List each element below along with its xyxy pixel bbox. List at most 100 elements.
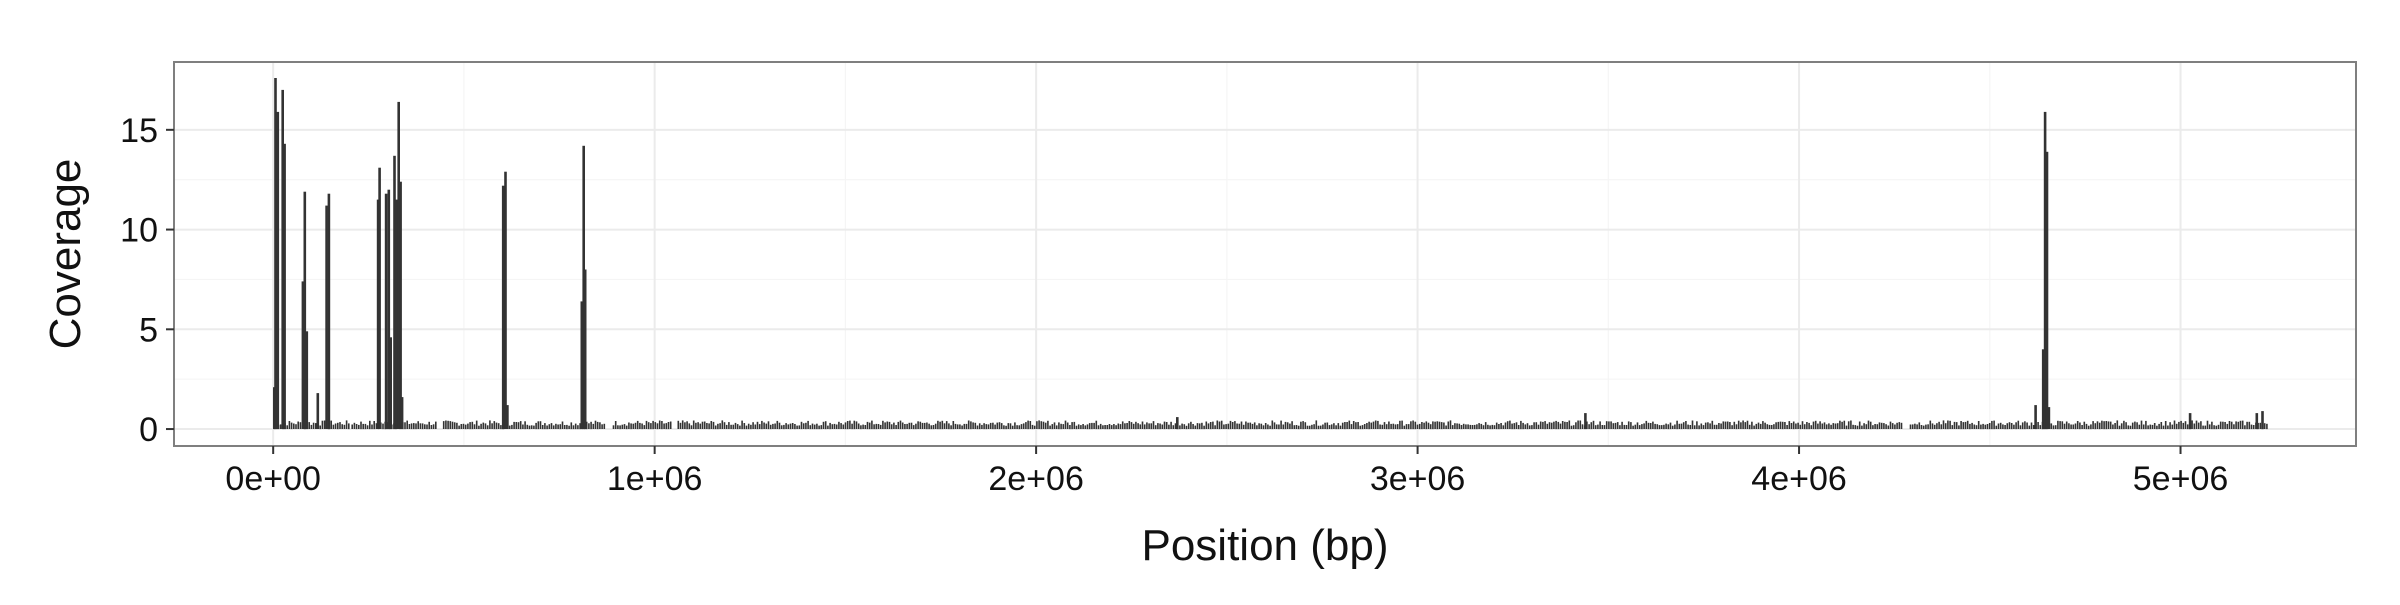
baseline-bar [1984, 424, 1987, 429]
baseline-bar [484, 423, 487, 430]
baseline-bar [712, 421, 715, 430]
coverage-peak-bar [384, 193, 388, 430]
baseline-bar [1044, 422, 1047, 430]
baseline-bar [1715, 424, 1718, 430]
baseline-bar [345, 420, 348, 429]
baseline-bar [408, 424, 411, 429]
baseline-bar [2017, 420, 2020, 429]
baseline-bar [950, 425, 952, 430]
baseline-bar [1597, 424, 1599, 429]
baseline-bar [846, 421, 849, 430]
baseline-bar [585, 421, 588, 430]
baseline-bar [1293, 425, 1296, 429]
baseline-bar [1962, 422, 1965, 430]
baseline-bar [2114, 423, 2116, 429]
baseline-bar [1969, 423, 1971, 430]
baseline-bar [1372, 421, 1375, 429]
baseline-bar [1588, 424, 1590, 429]
baseline-bar [1940, 424, 1943, 430]
baseline-bar [1227, 423, 1230, 430]
baseline-bar [1460, 425, 1463, 430]
baseline-bar [1278, 424, 1280, 430]
baseline-bar [577, 425, 579, 430]
baseline-bar [1828, 423, 1830, 430]
baseline-bar [677, 420, 680, 429]
baseline-bar [1229, 420, 1232, 430]
baseline-bar [1269, 425, 1271, 429]
baseline-bar [2228, 421, 2231, 429]
baseline-bar [612, 425, 615, 429]
baseline-bar [2050, 423, 2053, 429]
baseline-bar [2107, 421, 2110, 429]
baseline-bar [882, 420, 884, 429]
baseline-bar [1506, 421, 1509, 429]
baseline-bar [1720, 423, 1722, 429]
baseline-bar [632, 423, 635, 429]
coverage-peak-bar [2034, 405, 2037, 429]
baseline-bar [917, 421, 919, 429]
baseline-bar [1458, 423, 1461, 429]
baseline-bar [1511, 423, 1513, 430]
baseline-bar [1000, 423, 1003, 429]
baseline-bar [601, 424, 603, 429]
baseline-bar [290, 422, 293, 430]
baseline-bar [829, 422, 831, 430]
coverage-peak-bar [2047, 407, 2051, 429]
baseline-bar [1836, 423, 1839, 429]
baseline-bar [1165, 422, 1168, 429]
baseline-bar [1819, 421, 1821, 429]
baseline-bar [2213, 425, 2215, 430]
baseline-bar [588, 423, 590, 429]
baseline-bar [513, 421, 515, 429]
baseline-bar [1304, 422, 1307, 429]
baseline-bar [2244, 425, 2246, 430]
baseline-bar [1212, 421, 1214, 429]
baseline-bar [334, 423, 337, 429]
baseline-bar [734, 422, 737, 429]
baseline-bar [493, 421, 496, 430]
plot-panel-background [174, 62, 2356, 446]
baseline-bar [1317, 425, 1320, 430]
baseline-bar [2006, 423, 2009, 430]
baseline-bar [2233, 424, 2235, 429]
baseline-bar [1451, 425, 1454, 429]
baseline-bar [1742, 420, 1744, 429]
baseline-bar [1949, 420, 1951, 429]
baseline-bar [480, 423, 482, 429]
baseline-bar [1658, 425, 1661, 430]
baseline-bar [462, 423, 465, 429]
baseline-bar [1170, 421, 1172, 429]
baseline-bar [1718, 423, 1720, 429]
baseline-bar [1335, 425, 1337, 430]
baseline-bar [1253, 422, 1256, 430]
baseline-bar [1799, 424, 1802, 430]
baseline-bar [1245, 421, 1247, 430]
baseline-bar [1493, 425, 1496, 429]
baseline-bar [1159, 423, 1161, 430]
baseline-bar [937, 420, 939, 430]
baseline-bar [1817, 423, 1819, 430]
baseline-bar [1568, 420, 1571, 430]
baseline-bar [921, 422, 924, 429]
coverage-peak-bar [501, 185, 505, 430]
baseline-bar [1878, 422, 1881, 429]
baseline-bar [1476, 424, 1478, 430]
baseline-bar [508, 425, 511, 429]
baseline-bar [2136, 422, 2138, 429]
baseline-bar [1322, 424, 1324, 429]
baseline-bar [2116, 420, 2119, 429]
baseline-bar [2222, 421, 2224, 430]
baseline-bar [559, 424, 562, 430]
baseline-bar [2076, 421, 2079, 429]
baseline-bar [1357, 422, 1359, 430]
baseline-bar [1258, 423, 1260, 429]
baseline-bar [1363, 424, 1366, 429]
baseline-bar [1029, 421, 1032, 429]
baseline-bar [1487, 424, 1489, 429]
baseline-bar [695, 422, 697, 430]
baseline-bar [486, 425, 489, 430]
baseline-bar [1746, 420, 1749, 429]
baseline-bar [426, 424, 428, 430]
baseline-bar [2015, 422, 2017, 430]
baseline-bar [1914, 423, 1916, 429]
